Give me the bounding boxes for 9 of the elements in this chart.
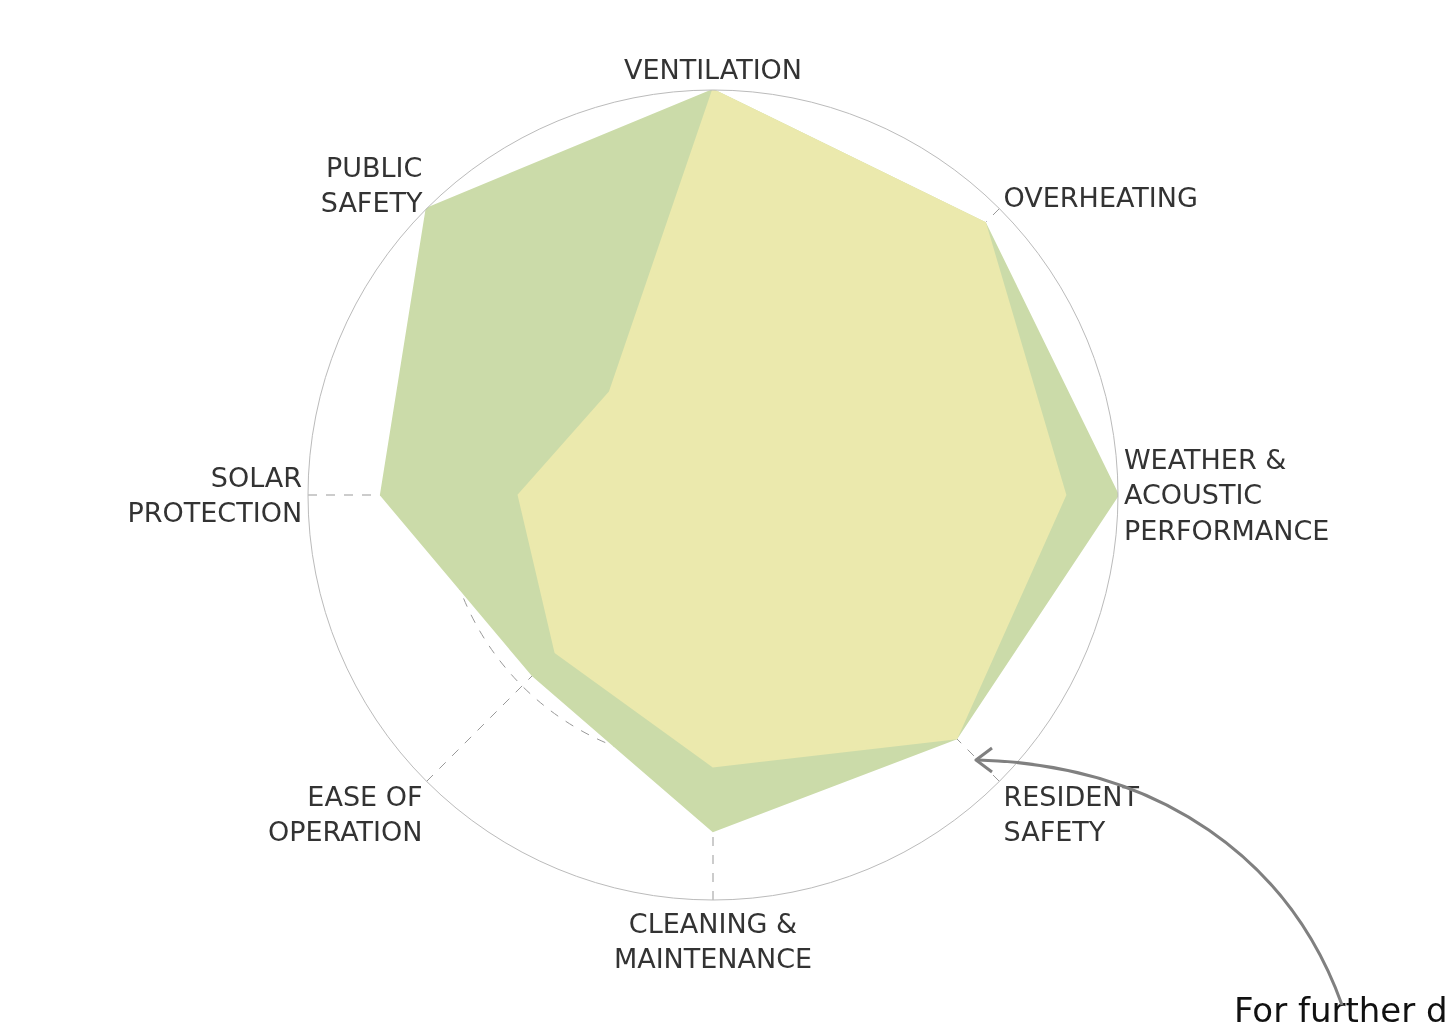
spoke-label: EASE OF OPERATION [267,781,423,848]
spoke-label: WEATHER & ACOUSTIC PERFORMANCE [1123,444,1330,546]
text: For further d [1234,990,1448,1030]
spoke-label: PUBLIC SAFETY [320,152,423,219]
spoke-label: RESIDENT SAFETY [1003,781,1140,848]
spoke-label: SOLAR PROTECTION [127,461,303,528]
spoke-label: CLEANING & MAINTENANCE [613,907,813,974]
spoke-label: OVERHEATING [1003,182,1198,214]
spoke-label: VENTILATION [623,53,803,85]
